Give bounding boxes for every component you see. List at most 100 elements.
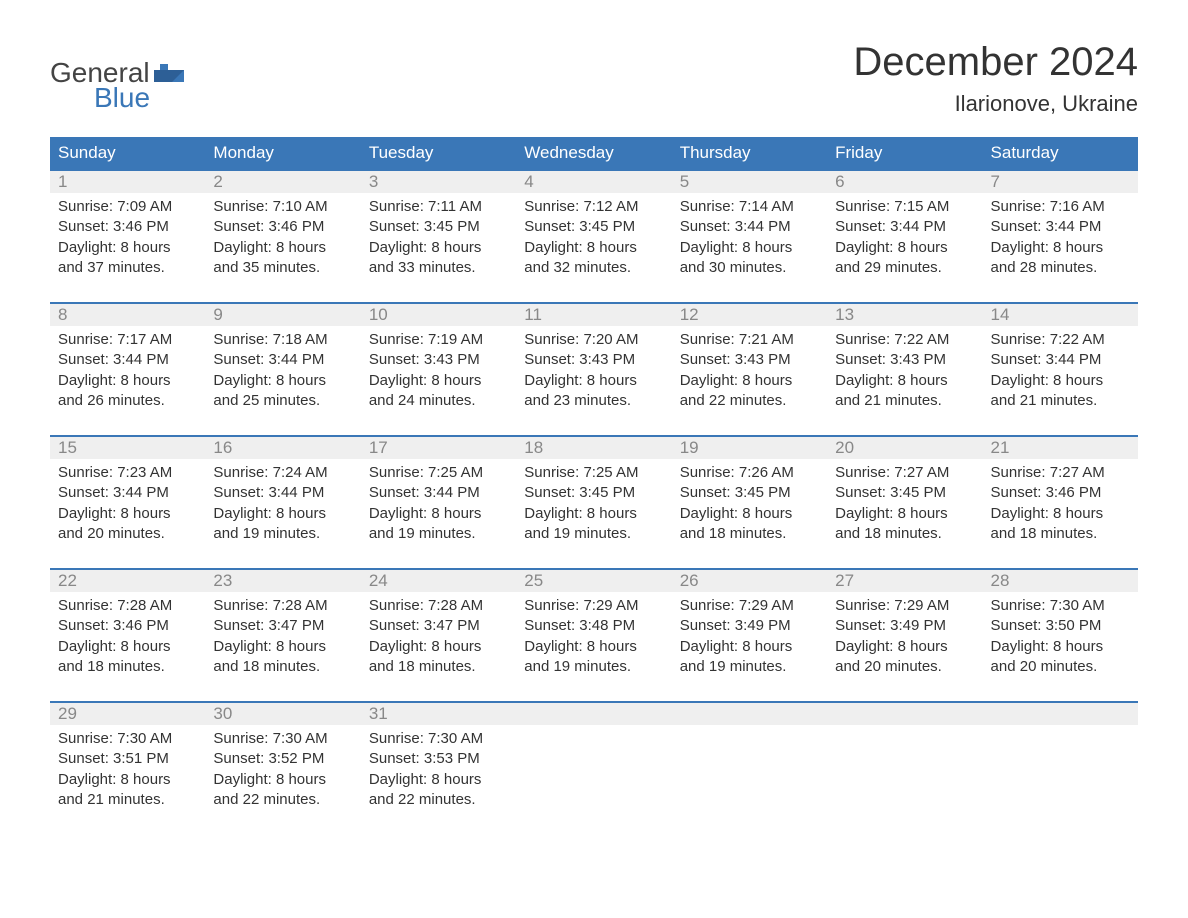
sunrise-line: Sunrise: 7:17 AM xyxy=(58,330,197,350)
daylight-line-1: Daylight: 8 hours xyxy=(835,637,974,657)
day-number: 18 xyxy=(516,437,671,459)
calendar-day: 19Sunrise: 7:26 AMSunset: 3:45 PMDayligh… xyxy=(672,437,827,550)
sunset-line: Sunset: 3:46 PM xyxy=(213,217,352,237)
day-number: . xyxy=(516,703,671,725)
daylight-line-2: and 19 minutes. xyxy=(680,657,819,677)
daylight-line-2: and 19 minutes. xyxy=(213,524,352,544)
daylight-line-1: Daylight: 8 hours xyxy=(524,504,663,524)
calendar-day: 13Sunrise: 7:22 AMSunset: 3:43 PMDayligh… xyxy=(827,304,982,417)
day-number: 16 xyxy=(205,437,360,459)
day-number: 29 xyxy=(50,703,205,725)
daylight-line-1: Daylight: 8 hours xyxy=(991,238,1130,258)
sunset-line: Sunset: 3:44 PM xyxy=(213,483,352,503)
day-body: Sunrise: 7:30 AMSunset: 3:52 PMDaylight:… xyxy=(205,725,360,816)
day-body: Sunrise: 7:28 AMSunset: 3:47 PMDaylight:… xyxy=(361,592,516,683)
calendar-day: 26Sunrise: 7:29 AMSunset: 3:49 PMDayligh… xyxy=(672,570,827,683)
day-number: 28 xyxy=(983,570,1138,592)
calendar-day: 8Sunrise: 7:17 AMSunset: 3:44 PMDaylight… xyxy=(50,304,205,417)
day-body: Sunrise: 7:20 AMSunset: 3:43 PMDaylight:… xyxy=(516,326,671,417)
day-body: Sunrise: 7:25 AMSunset: 3:44 PMDaylight:… xyxy=(361,459,516,550)
daylight-line-2: and 18 minutes. xyxy=(991,524,1130,544)
daylight-line-1: Daylight: 8 hours xyxy=(369,238,508,258)
day-body: Sunrise: 7:09 AMSunset: 3:46 PMDaylight:… xyxy=(50,193,205,284)
day-number: 14 xyxy=(983,304,1138,326)
calendar-day: 23Sunrise: 7:28 AMSunset: 3:47 PMDayligh… xyxy=(205,570,360,683)
daylight-line-2: and 28 minutes. xyxy=(991,258,1130,278)
day-body: Sunrise: 7:30 AMSunset: 3:53 PMDaylight:… xyxy=(361,725,516,816)
day-of-week-header: Sunday Monday Tuesday Wednesday Thursday… xyxy=(50,137,1138,169)
day-number: 15 xyxy=(50,437,205,459)
sunrise-line: Sunrise: 7:19 AM xyxy=(369,330,508,350)
calendar-day: 31Sunrise: 7:30 AMSunset: 3:53 PMDayligh… xyxy=(361,703,516,816)
calendar-day: 24Sunrise: 7:28 AMSunset: 3:47 PMDayligh… xyxy=(361,570,516,683)
daylight-line-1: Daylight: 8 hours xyxy=(991,504,1130,524)
day-body: Sunrise: 7:21 AMSunset: 3:43 PMDaylight:… xyxy=(672,326,827,417)
calendar-day: 9Sunrise: 7:18 AMSunset: 3:44 PMDaylight… xyxy=(205,304,360,417)
sunset-line: Sunset: 3:44 PM xyxy=(369,483,508,503)
daylight-line-2: and 18 minutes. xyxy=(369,657,508,677)
daylight-line-1: Daylight: 8 hours xyxy=(58,238,197,258)
day-number: 10 xyxy=(361,304,516,326)
sunrise-line: Sunrise: 7:28 AM xyxy=(213,596,352,616)
sunrise-line: Sunrise: 7:11 AM xyxy=(369,197,508,217)
header: General Blue December 2024 Ilarionove, U… xyxy=(50,40,1138,117)
sunrise-line: Sunrise: 7:27 AM xyxy=(991,463,1130,483)
sunrise-line: Sunrise: 7:21 AM xyxy=(680,330,819,350)
daylight-line-2: and 37 minutes. xyxy=(58,258,197,278)
daylight-line-2: and 29 minutes. xyxy=(835,258,974,278)
daylight-line-1: Daylight: 8 hours xyxy=(369,637,508,657)
sunset-line: Sunset: 3:44 PM xyxy=(991,217,1130,237)
daylight-line-2: and 18 minutes. xyxy=(213,657,352,677)
daylight-line-2: and 22 minutes. xyxy=(213,790,352,810)
sunset-line: Sunset: 3:52 PM xyxy=(213,749,352,769)
calendar-day: 25Sunrise: 7:29 AMSunset: 3:48 PMDayligh… xyxy=(516,570,671,683)
daylight-line-1: Daylight: 8 hours xyxy=(58,637,197,657)
sunrise-line: Sunrise: 7:10 AM xyxy=(213,197,352,217)
daylight-line-2: and 20 minutes. xyxy=(58,524,197,544)
daylight-line-1: Daylight: 8 hours xyxy=(369,371,508,391)
daylight-line-1: Daylight: 8 hours xyxy=(524,371,663,391)
sunset-line: Sunset: 3:43 PM xyxy=(680,350,819,370)
day-number: 31 xyxy=(361,703,516,725)
sunset-line: Sunset: 3:47 PM xyxy=(213,616,352,636)
dow-tuesday: Tuesday xyxy=(361,137,516,169)
calendar-day: 21Sunrise: 7:27 AMSunset: 3:46 PMDayligh… xyxy=(983,437,1138,550)
daylight-line-1: Daylight: 8 hours xyxy=(58,371,197,391)
daylight-line-2: and 21 minutes. xyxy=(835,391,974,411)
daylight-line-2: and 21 minutes. xyxy=(58,790,197,810)
daylight-line-1: Daylight: 8 hours xyxy=(991,637,1130,657)
daylight-line-1: Daylight: 8 hours xyxy=(991,371,1130,391)
daylight-line-2: and 35 minutes. xyxy=(213,258,352,278)
sunrise-line: Sunrise: 7:28 AM xyxy=(369,596,508,616)
sunset-line: Sunset: 3:44 PM xyxy=(58,350,197,370)
calendar-day: 6Sunrise: 7:15 AMSunset: 3:44 PMDaylight… xyxy=(827,171,982,284)
sunrise-line: Sunrise: 7:16 AM xyxy=(991,197,1130,217)
calendar-day: 27Sunrise: 7:29 AMSunset: 3:49 PMDayligh… xyxy=(827,570,982,683)
dow-monday: Monday xyxy=(205,137,360,169)
sunset-line: Sunset: 3:44 PM xyxy=(835,217,974,237)
sunrise-line: Sunrise: 7:29 AM xyxy=(524,596,663,616)
daylight-line-1: Daylight: 8 hours xyxy=(680,504,819,524)
daylight-line-1: Daylight: 8 hours xyxy=(369,770,508,790)
sunrise-line: Sunrise: 7:26 AM xyxy=(680,463,819,483)
daylight-line-1: Daylight: 8 hours xyxy=(58,770,197,790)
sunset-line: Sunset: 3:43 PM xyxy=(835,350,974,370)
sunset-line: Sunset: 3:49 PM xyxy=(680,616,819,636)
calendar-day: 12Sunrise: 7:21 AMSunset: 3:43 PMDayligh… xyxy=(672,304,827,417)
calendar-day: 29Sunrise: 7:30 AMSunset: 3:51 PMDayligh… xyxy=(50,703,205,816)
sunset-line: Sunset: 3:50 PM xyxy=(991,616,1130,636)
day-number: 5 xyxy=(672,171,827,193)
calendar-week: 8Sunrise: 7:17 AMSunset: 3:44 PMDaylight… xyxy=(50,302,1138,417)
sunset-line: Sunset: 3:53 PM xyxy=(369,749,508,769)
daylight-line-1: Daylight: 8 hours xyxy=(369,504,508,524)
sunset-line: Sunset: 3:45 PM xyxy=(524,217,663,237)
sunset-line: Sunset: 3:45 PM xyxy=(835,483,974,503)
sunset-line: Sunset: 3:45 PM xyxy=(369,217,508,237)
calendar-day: 30Sunrise: 7:30 AMSunset: 3:52 PMDayligh… xyxy=(205,703,360,816)
calendar-week: 1Sunrise: 7:09 AMSunset: 3:46 PMDaylight… xyxy=(50,169,1138,284)
daylight-line-2: and 19 minutes. xyxy=(524,524,663,544)
calendar-day: . xyxy=(672,703,827,816)
dow-wednesday: Wednesday xyxy=(516,137,671,169)
day-body: Sunrise: 7:14 AMSunset: 3:44 PMDaylight:… xyxy=(672,193,827,284)
day-body: Sunrise: 7:29 AMSunset: 3:48 PMDaylight:… xyxy=(516,592,671,683)
